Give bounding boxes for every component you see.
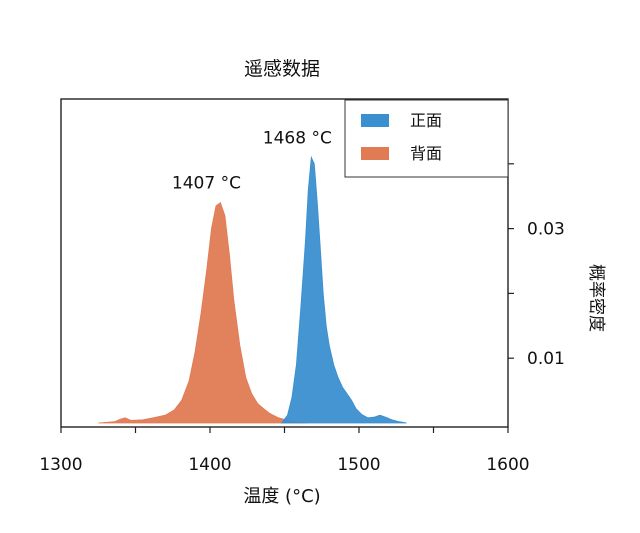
- y-axis: 0.01 0.03: [508, 163, 565, 369]
- legend-box: [344, 99, 509, 178]
- density-area-front: [280, 155, 407, 424]
- legend-label-front: 正面: [410, 111, 442, 130]
- x-tick-label: 1600: [486, 455, 529, 475]
- peak-label-back: 1407 °C: [172, 174, 241, 194]
- plot-area: [98, 155, 407, 424]
- y-axis-label: 概率密度: [586, 264, 606, 332]
- x-tick-label: 1500: [337, 455, 380, 475]
- legend-swatch-back: [361, 147, 389, 160]
- legend: 正面 背面: [344, 99, 509, 178]
- y-tick-label: 0.03: [527, 220, 565, 240]
- density-area-back: [98, 202, 307, 424]
- chart-title: 遥感数据: [244, 58, 320, 80]
- x-tick-label: 1300: [39, 455, 82, 475]
- peak-annotations: 1468 °C 1407 °C: [172, 128, 332, 193]
- x-axis: 1300 1400 1500 1600: [39, 427, 530, 475]
- legend-swatch-front: [361, 114, 389, 127]
- peak-label-front: 1468 °C: [263, 128, 332, 148]
- x-tick-label: 1400: [188, 455, 231, 475]
- legend-label-back: 背面: [410, 144, 442, 163]
- y-tick-label: 0.01: [527, 349, 565, 369]
- x-axis-label: 温度 (°C): [243, 486, 320, 507]
